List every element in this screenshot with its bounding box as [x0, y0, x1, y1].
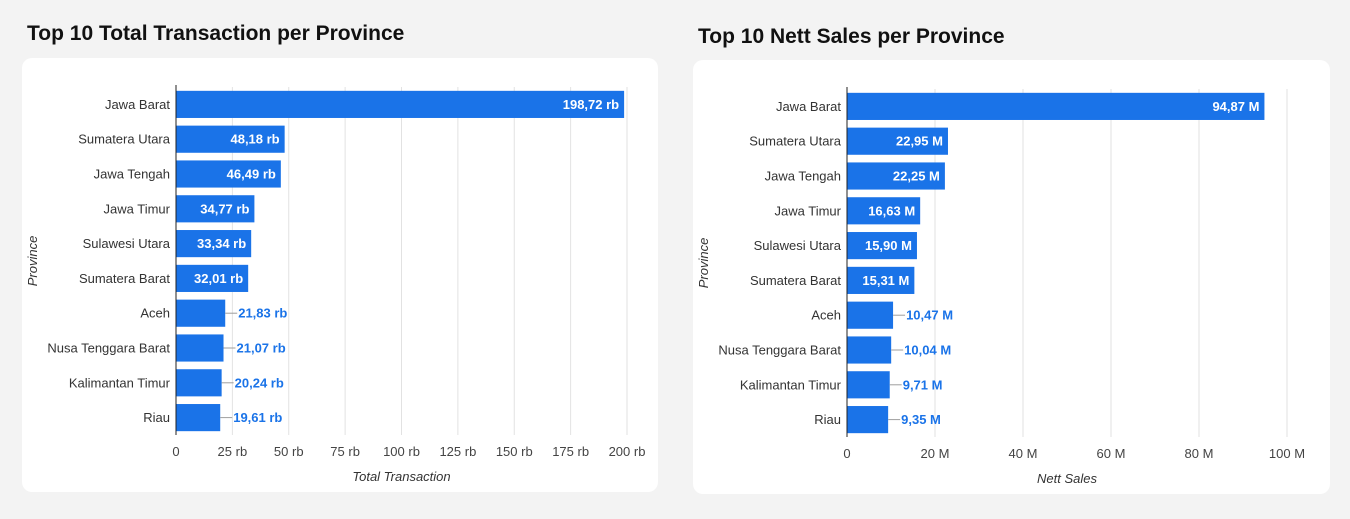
transaction-data-label: 34,77 rb: [200, 201, 249, 216]
transaction-x-tick-label: 200 rb: [609, 444, 646, 459]
transaction-x-axis-title: Total Transaction: [352, 469, 450, 484]
transaction-bar: [176, 230, 252, 258]
nett-sales-category-label: Jawa Timur: [775, 203, 842, 218]
nett-sales-x-axis-title: Nett Sales: [1037, 471, 1097, 486]
transaction-category-label: Jawa Timur: [104, 201, 171, 216]
nett-sales-x-tick-label: 40 M: [1009, 446, 1038, 461]
transaction-bar: [176, 299, 226, 327]
nett-sales-x-tick-label: 20 M: [921, 446, 950, 461]
nett-sales-category-label: Sumatera Utara: [749, 134, 842, 149]
nett-sales-bar: [847, 266, 915, 294]
transaction-category-label: Nusa Tenggara Barat: [47, 341, 170, 356]
nett-sales-x-tick-label: 100 M: [1269, 446, 1305, 461]
nett-sales-data-label: 15,90 M: [865, 238, 912, 253]
nett-sales-data-label: 16,63 M: [868, 203, 915, 218]
nett-sales-category-label: Riau: [814, 412, 841, 427]
transaction-bar: [176, 404, 221, 432]
transaction-x-tick-label: 150 rb: [496, 444, 533, 459]
nett-sales-category-label: Jawa Tengah: [765, 169, 841, 184]
nett-sales-bar-chart: 0 20 M 40 M 60 M 80 M 100 M Jawa Barat 94,87 M S…: [696, 87, 1305, 486]
nett-sales-y-axis-title: Province: [696, 238, 711, 289]
nett-sales-bar: [847, 197, 921, 225]
transaction-category-label: Sumatera Utara: [78, 132, 171, 147]
transaction-x-tick-label: 175 rb: [552, 444, 589, 459]
nett-sales-category-label: Sulawesi Utara: [754, 238, 842, 253]
nett-sales-data-label: 9,35 M: [901, 412, 941, 427]
transaction-data-label: 21,83 rb: [238, 306, 287, 321]
transaction-category-label: Riau: [143, 410, 170, 425]
nett-sales-category-label: Aceh: [811, 308, 841, 323]
nett-sales-data-label: 10,04 M: [904, 343, 951, 358]
nett-sales-chart-title: Top 10 Nett Sales per Province: [698, 25, 1005, 48]
transaction-bar: [176, 125, 285, 153]
transaction-data-label: 20,24 rb: [235, 375, 284, 390]
nett-sales-chart-card: 0 20 M 40 M 60 M 80 M 100 M Jawa Barat 94,87 M S…: [693, 60, 1330, 494]
nett-sales-x-tick-label: 60 M: [1097, 446, 1126, 461]
nett-sales-category-label: Jawa Barat: [776, 99, 841, 114]
nett-sales-category-label: Sumatera Barat: [750, 273, 841, 288]
nett-sales-data-label: 94,87 M: [1212, 99, 1259, 114]
nett-sales-data-label: 22,25 M: [893, 169, 940, 184]
nett-sales-bar: [847, 92, 1265, 120]
nett-sales-bar: [847, 371, 890, 399]
nett-sales-bar: [847, 406, 889, 434]
transaction-category-label: Aceh: [140, 306, 170, 321]
transaction-bar: [176, 369, 222, 397]
nett-sales-x-tick-label: 0: [843, 446, 850, 461]
nett-sales-bar: [847, 127, 948, 155]
transaction-category-label: Sumatera Barat: [79, 271, 170, 286]
transaction-category-label: Jawa Tengah: [94, 167, 170, 182]
nett-sales-bar: [847, 301, 894, 329]
transaction-data-label: 198,72 rb: [563, 97, 619, 112]
transaction-category-label: Sulawesi Utara: [83, 236, 171, 251]
nett-sales-data-label: 9,71 M: [903, 377, 943, 392]
transaction-data-label: 48,18 rb: [230, 132, 279, 147]
transaction-bar: [176, 195, 255, 223]
transaction-y-axis-title: Province: [25, 236, 40, 287]
transaction-chart-title: Top 10 Total Transaction per Province: [27, 22, 405, 45]
transaction-category-label: Jawa Barat: [105, 97, 170, 112]
nett-sales-x-tick-label: 80 M: [1185, 446, 1214, 461]
transaction-x-tick-label: 75 rb: [330, 444, 360, 459]
transaction-bar: [176, 90, 625, 118]
transaction-bar: [176, 264, 249, 292]
nett-sales-category-label: Nusa Tenggara Barat: [718, 343, 841, 358]
nett-sales-data-label: 22,95 M: [896, 134, 943, 149]
transaction-bar: [176, 160, 281, 188]
transaction-x-tick-label: 100 rb: [383, 444, 420, 459]
transaction-data-label: 32,01 rb: [194, 271, 243, 286]
transaction-bar-chart: 0 25 rb 50 rb 75 rb 100 rb 125 rb 150 rb 175 rb…: [25, 85, 646, 484]
transaction-x-tick-label: 25 rb: [218, 444, 248, 459]
transaction-chart-card: 0 25 rb 50 rb 75 rb 100 rb 125 rb 150 rb 175 rb…: [22, 58, 658, 492]
nett-sales-bar: [847, 232, 917, 260]
nett-sales-data-label: 10,47 M: [906, 308, 953, 323]
transaction-data-label: 19,61 rb: [233, 410, 282, 425]
transaction-data-label: 21,07 rb: [237, 341, 286, 356]
transaction-data-label: 46,49 rb: [227, 167, 276, 182]
nett-sales-category-label: Kalimantan Timur: [740, 377, 842, 392]
transaction-x-tick-label: 50 rb: [274, 444, 304, 459]
transaction-x-tick-label: 125 rb: [439, 444, 476, 459]
transaction-data-label: 33,34 rb: [197, 236, 246, 251]
transaction-x-tick-label: 0: [172, 444, 179, 459]
nett-sales-bar: [847, 336, 892, 364]
nett-sales-data-label: 15,31 M: [862, 273, 909, 288]
transaction-bar: [176, 334, 224, 362]
nett-sales-bar: [847, 162, 945, 190]
transaction-category-label: Kalimantan Timur: [69, 375, 171, 390]
